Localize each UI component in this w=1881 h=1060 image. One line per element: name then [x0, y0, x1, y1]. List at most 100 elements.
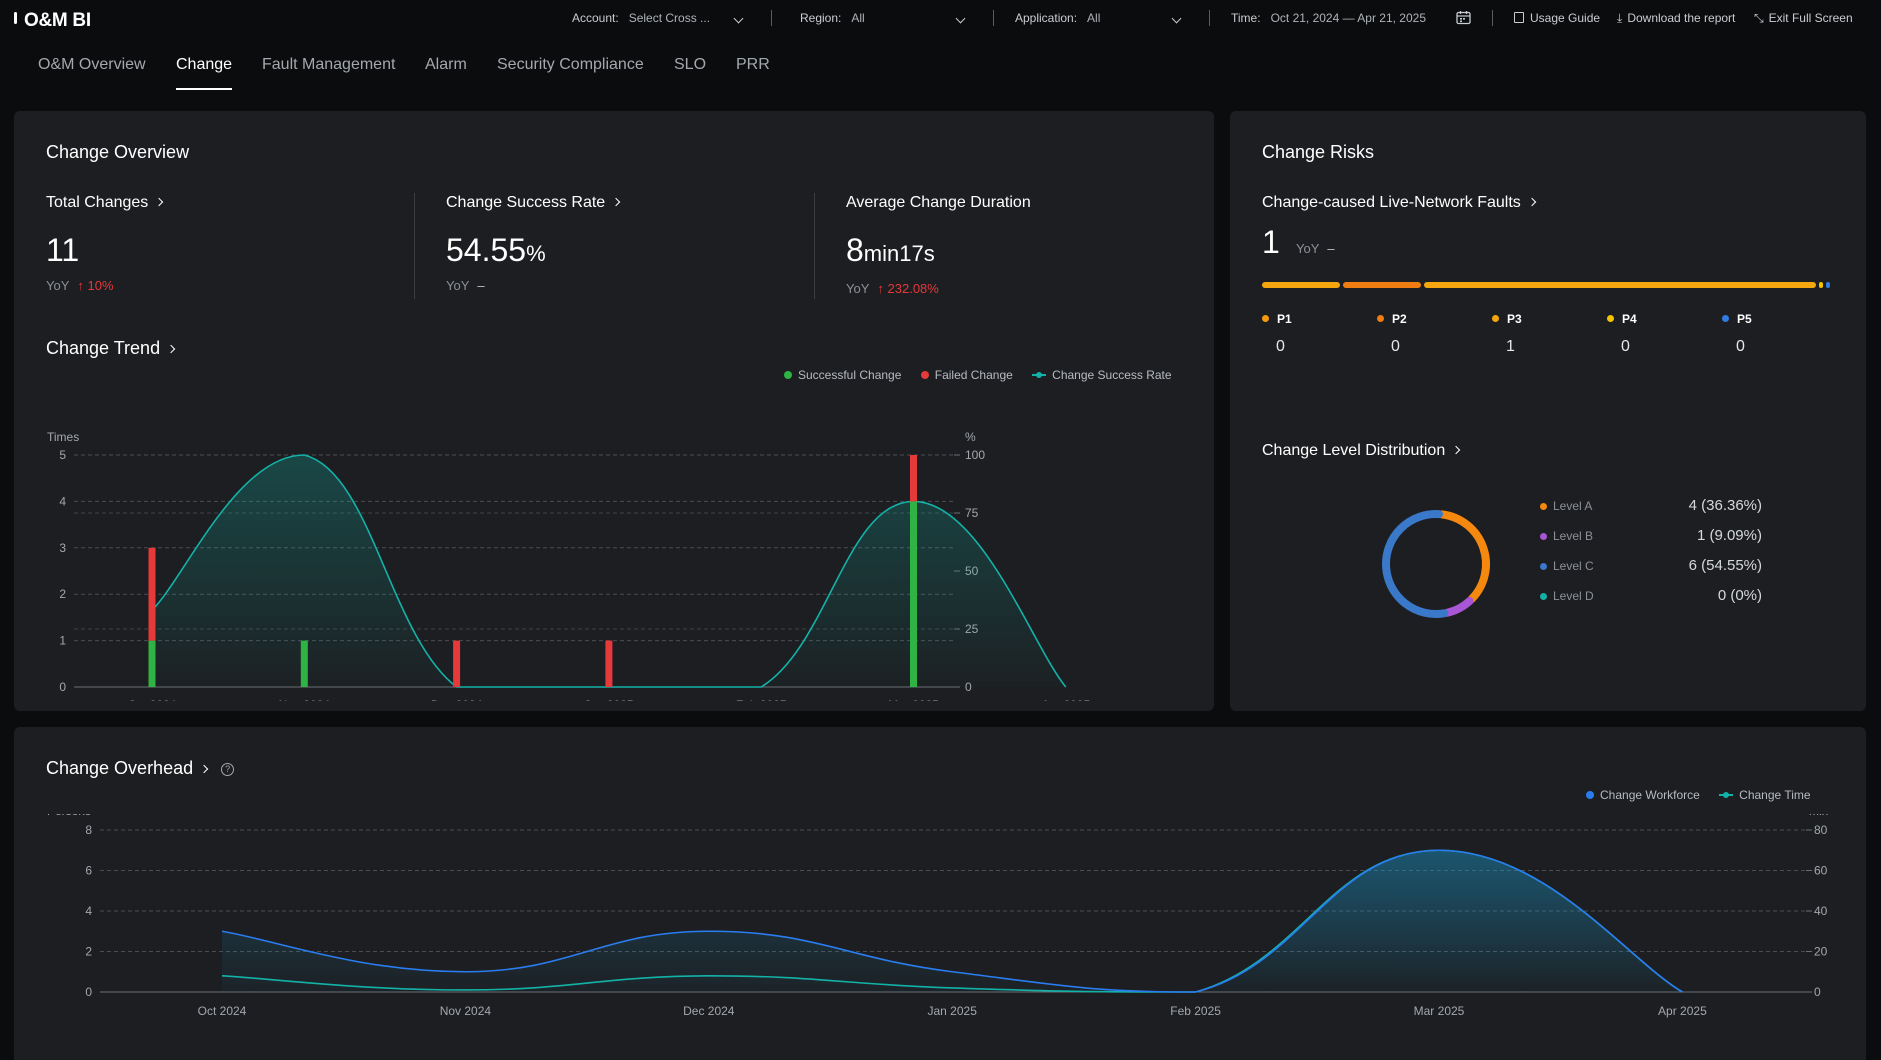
question-circle-icon[interactable]: ? — [221, 763, 235, 776]
y-tick-label: 0 — [59, 680, 66, 694]
success-rate-unit: % — [526, 241, 546, 266]
chevron-down-icon — [733, 13, 744, 24]
y-right-tick-label: 80 — [1814, 823, 1828, 837]
level-donut-chart — [1382, 510, 1490, 618]
total-changes-link[interactable]: Total Changes — [46, 194, 164, 212]
x-tick-label: Mar 2025 — [1414, 1004, 1465, 1018]
legend-line-icon — [1719, 792, 1734, 798]
avg-duration-yoy: YoY ↑ 232.08% — [846, 281, 939, 296]
account-label: Account: — [572, 11, 619, 25]
account-filter[interactable]: Account: Select Cross ... — [572, 11, 744, 25]
level-legend-item[interactable]: Level B — [1540, 529, 1593, 543]
legend-successful[interactable]: Successful Change — [784, 368, 901, 382]
legend-failed[interactable]: Failed Change — [920, 368, 1013, 382]
exit-fullscreen-button[interactable]: ⤡ Exit Full Screen — [1754, 11, 1853, 26]
priority-p3-value: 1 — [1506, 338, 1515, 355]
x-tick-label: Jan 2025 — [584, 698, 634, 701]
x-tick-label: Oct 2024 — [128, 698, 177, 701]
level-legend-item[interactable]: Level C — [1540, 559, 1594, 573]
y-tick-label: 3 — [59, 541, 66, 555]
yoy-label: YoY — [1296, 241, 1320, 256]
level-value: 0 (0%) — [1717, 587, 1762, 604]
tab-om-overview[interactable]: O&M Overview — [38, 56, 146, 73]
faults-title: Change-caused Live-Network Faults — [1262, 194, 1521, 211]
download-icon: ⤓ — [1617, 11, 1623, 25]
usage-guide-label: Usage Guide — [1530, 11, 1601, 25]
trend-legend: Successful Change Failed Change Change S… — [784, 368, 1172, 382]
change-trend-link[interactable]: Change Trend — [46, 338, 176, 359]
legend-dot-icon — [784, 371, 792, 379]
chevron-right-icon — [1527, 197, 1537, 207]
arrow-up-icon: ↑ — [77, 278, 84, 293]
download-label: Download the report — [1627, 11, 1736, 25]
calendar-icon — [1456, 11, 1471, 25]
tab-fault-management[interactable]: Fault Management — [262, 56, 396, 73]
priority-p1-label: P1 — [1262, 312, 1292, 326]
change-overhead-link[interactable]: Change Overhead? — [46, 758, 235, 779]
time-filter[interactable]: Time: Oct 21, 2024 — Apr 21, 2025 — [1231, 11, 1426, 25]
y-tick-label: 5 — [59, 448, 66, 462]
application-filter[interactable]: Application: All — [1015, 11, 1185, 25]
y-right-tick-label: 100 — [965, 448, 985, 462]
chevron-right-icon — [166, 344, 176, 354]
chevron-down-icon — [1171, 13, 1182, 24]
chevron-right-icon — [155, 197, 164, 207]
legend-workforce-label: Change Workforce — [1600, 788, 1700, 802]
level-dot-icon — [1540, 593, 1547, 600]
total-changes-title: Total Changes — [46, 194, 149, 211]
priority-bar-segment — [1819, 282, 1823, 288]
tab-prr[interactable]: PRR — [736, 56, 770, 73]
avg-duration-title: Average Change Duration — [846, 194, 1031, 211]
region-filter[interactable]: Region: All — [800, 11, 970, 25]
divider — [993, 10, 994, 26]
calendar-button[interactable] — [1456, 10, 1471, 28]
bar-failed — [148, 547, 156, 641]
legend-success-rate[interactable]: Change Success Rate — [1032, 368, 1172, 382]
usage-guide-button[interactable]: Usage Guide — [1514, 11, 1600, 25]
legend-change-time[interactable]: Change Time — [1719, 788, 1811, 802]
overhead-title: Change Overhead — [46, 758, 194, 778]
donut-slice-level-c — [1382, 510, 1449, 618]
x-tick-label: Nov 2024 — [440, 1004, 492, 1018]
download-report-button[interactable]: ⤓ Download the report — [1617, 11, 1735, 26]
x-tick-label: Dec 2024 — [683, 1004, 735, 1018]
tab-change[interactable]: Change — [176, 56, 233, 73]
legend-line-icon — [1032, 372, 1047, 378]
x-tick-label: Nov 2024 — [279, 698, 331, 701]
exit-fullscreen-icon: ⤡ — [1754, 11, 1764, 25]
y-right-tick-label: 0 — [1814, 985, 1821, 999]
yoy-up: ↑ 10% — [77, 278, 113, 293]
level-legend-item[interactable]: Level D — [1540, 589, 1594, 603]
change-trend-title: Change Trend — [46, 338, 161, 358]
tab-slo[interactable]: SLO — [674, 56, 707, 73]
level-dot-icon — [1540, 533, 1547, 540]
live-network-faults-link[interactable]: Change-caused Live-Network Faults — [1262, 194, 1537, 212]
change-overview-card: Change Overview Total Changes 11 YoY ↑ 10… — [14, 111, 1214, 711]
y-right-tick-label: 60 — [1814, 864, 1828, 878]
divider — [1492, 10, 1493, 26]
tab-security-compliance[interactable]: Security Compliance — [497, 56, 644, 73]
level-legend-item[interactable]: Level A — [1540, 499, 1592, 513]
priority-bar-segment — [1424, 282, 1816, 288]
bar-failed — [605, 640, 613, 687]
x-tick-label: Feb 2025 — [1170, 1004, 1221, 1018]
yoy-label: YoY — [46, 278, 70, 293]
level-distribution-link[interactable]: Change Level Distribution — [1262, 442, 1461, 460]
top-bar: O&M BI Account: Select Cross ... Region: A… — [0, 0, 1881, 36]
priority-p4-value: 0 — [1621, 338, 1630, 355]
level-label: Level B — [1553, 529, 1594, 543]
faults-value: 1 — [1262, 224, 1280, 260]
y-axis-label: Times — [47, 430, 79, 444]
legend-workforce[interactable]: Change Workforce — [1586, 788, 1700, 802]
time-area — [222, 850, 1683, 992]
y-right-tick-label: 40 — [1814, 904, 1828, 918]
y-axis-label: Persons — [47, 814, 91, 818]
avg-duration-value: 8min17s — [846, 232, 935, 269]
book-icon — [1514, 12, 1524, 23]
success-rate-number: 54.55 — [446, 232, 527, 268]
success-rate-link[interactable]: Change Success Rate — [446, 194, 621, 212]
x-tick-label: Apr 2025 — [1041, 698, 1090, 701]
priority-bar-segment — [1826, 282, 1830, 288]
tab-alarm[interactable]: Alarm — [425, 56, 467, 73]
x-tick-label: Jan 2025 — [928, 1004, 978, 1018]
